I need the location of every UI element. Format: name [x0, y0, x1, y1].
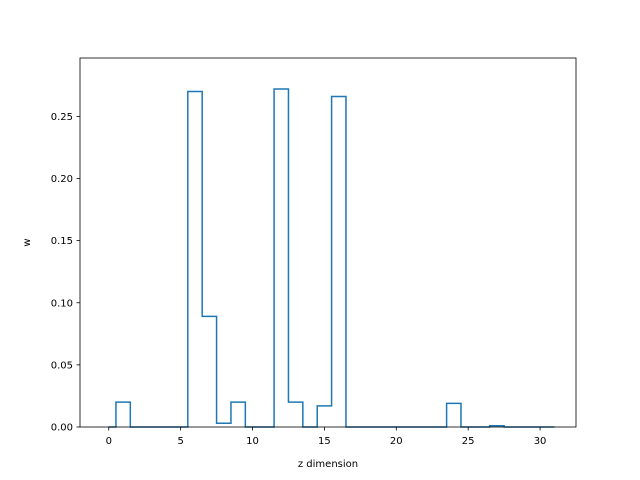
plot-frame — [79, 57, 577, 428]
x-axis-ticks: 0 5 10 15 20 25 30 — [106, 427, 547, 447]
y-tick-label: 0.00 — [51, 423, 73, 434]
x-tick-label: 20 — [390, 436, 403, 447]
y-tick-label: 0.05 — [51, 360, 73, 371]
x-axis-label: z dimension — [298, 459, 358, 470]
x-tick-label: 10 — [246, 436, 259, 447]
plot-area — [80, 58, 576, 427]
y-tick-label: 0.10 — [51, 298, 73, 309]
x-tick-label: 30 — [534, 436, 547, 447]
y-tick-label: 0.15 — [51, 236, 73, 247]
x-tick-label: 0 — [106, 436, 112, 447]
y-axis-ticks: 0.00 0.05 0.10 0.15 0.20 0.25 — [51, 112, 80, 434]
y-tick-label: 0.25 — [51, 112, 73, 123]
x-tick-label: 5 — [177, 436, 183, 447]
x-tick-label: 25 — [462, 436, 475, 447]
y-axis-label: w — [22, 238, 33, 246]
y-tick-label: 0.20 — [51, 174, 73, 185]
x-tick-label: 15 — [318, 436, 331, 447]
